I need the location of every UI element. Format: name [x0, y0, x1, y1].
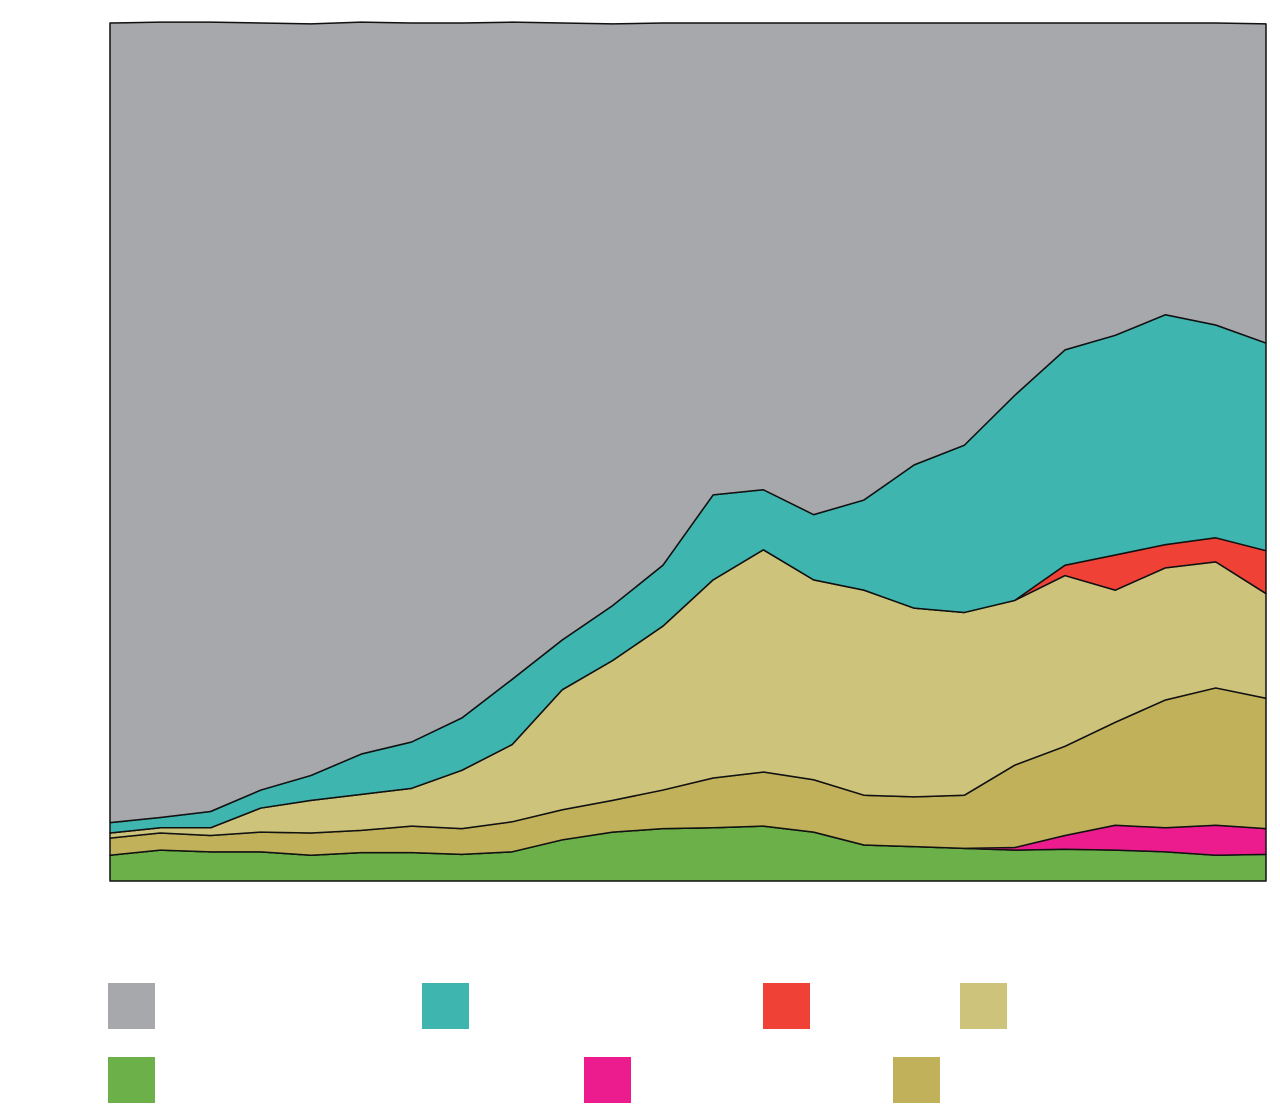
legend-swatch — [893, 1057, 940, 1103]
legend-swatch — [108, 1057, 155, 1103]
legend-swatch — [108, 983, 155, 1029]
legend-swatch — [763, 983, 810, 1029]
legend-swatch — [960, 983, 1007, 1029]
area — [109, 21, 1267, 824]
legend-swatch — [422, 983, 469, 1029]
legend-swatch — [584, 1057, 631, 1103]
